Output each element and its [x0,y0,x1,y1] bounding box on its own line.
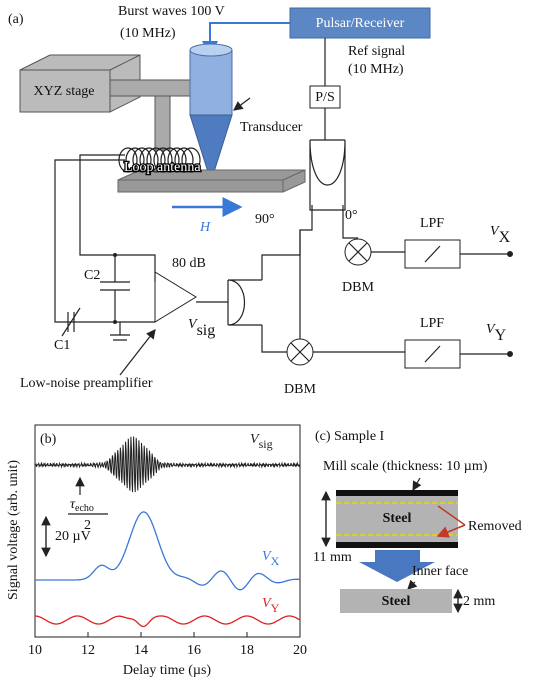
plot-frame [34,424,301,638]
gain-label: 80 dB [172,256,206,271]
trace-label: VX [262,549,280,568]
splitter [196,230,301,353]
vy-label: VY [486,322,507,343]
v: V [486,322,496,337]
coil-turn [167,147,187,173]
x-tick-label: 12 [81,643,95,658]
coil-turn [153,147,173,173]
coil-turn [139,147,159,173]
ps-label: P/S [315,90,334,105]
trace-label: VY [262,596,280,615]
steel-label: Steel [382,594,411,609]
subscript: sig [197,322,216,339]
v: V [250,432,260,447]
phase-0: 0° [345,208,358,223]
x-tick-label: 14 [134,643,148,658]
x-tick-label: 20 [293,643,307,658]
v: V [262,596,272,611]
subscript: Y [495,327,507,344]
v: V [490,224,500,239]
coil-turn [125,147,145,173]
ref-label: Ref signal [348,44,405,59]
pulser-label: Pulsar/Receiver [316,16,405,31]
subscript: sig [259,437,273,451]
xyz-stage [19,54,141,113]
stage-arm [109,79,196,151]
vsig-label: Vsig [188,317,215,338]
coil-turn [174,147,194,173]
thickness-label: 11 mm [313,550,352,565]
vx-label: VX [490,224,511,245]
c2-label: C2 [84,268,100,283]
y-axis-label: Signal voltage (arb. unit) [6,460,21,600]
x-tick-label: 16 [187,643,201,658]
tau: τ [70,497,76,512]
trace-label: Vsig [250,432,273,451]
coil-turn [132,147,152,173]
v: V [262,549,272,564]
c1-label: C1 [54,338,70,353]
burst-freq: (10 MHz) [120,26,176,41]
subscript: X [499,229,511,246]
stage-label: XYZ stage [33,84,94,99]
dbm-x: DBM [342,280,374,295]
subscript: echo [75,503,94,514]
x-axis-label: Delay time (µs) [123,663,211,678]
circuit-wires [54,154,156,341]
thin-steel [340,589,452,613]
panel-a: (a) Burst waves 100 V (10 MHz) Pulsar/Re… [8,4,513,397]
ps-box [309,85,341,109]
thin-label: 2 mm [463,594,495,609]
inner-face-label: Inner face [412,564,468,579]
subscript: Y [271,601,280,615]
process-arrow [359,550,435,582]
transducer-label: Transducer [240,120,303,135]
x-tick-label: 18 [240,643,254,658]
ref-freq: (10 MHz) [348,62,404,77]
panel-c: (c) Sample I Mill scale (thickness: 10 µ… [313,429,522,614]
lpf-y-label: LPF [420,316,444,331]
transducer-body [189,49,233,116]
coil-turn [146,147,166,173]
trace [35,615,301,628]
lpf-x-label: LPF [420,216,444,231]
mill-scale-label: Mill scale (thickness: 10 µm) [323,459,488,474]
panel-b: (b) Delay time (µs) Signal voltage (arb.… [6,424,307,678]
pulser-box [289,7,431,39]
removed-label: Removed [468,519,522,534]
hybrid-splitter [309,139,346,211]
scale-bar-label: 20 µV [55,529,91,544]
field-label: H [199,220,211,235]
echo-label: τecho [70,497,94,514]
x-tick-label: 10 [28,643,42,658]
preamp [154,271,197,323]
phase-90: 90° [255,212,275,227]
trace [34,436,301,493]
trace [35,511,300,591]
coil-turn [181,147,201,173]
subscript: X [271,554,280,568]
preamp-label: Low-noise preamplifier [20,376,153,391]
v: V [188,317,198,332]
panel-label: (b) [40,432,57,447]
antenna-label: Loop antenna [124,160,201,175]
sample-plate [117,169,306,193]
panel-label: (c) Sample I [315,429,385,444]
echo-denominator: 2 [84,518,91,533]
burst-label: Burst waves 100 V [118,4,225,19]
steel-label: Steel [383,511,412,526]
dbm-y: DBM [284,382,316,397]
panel-label: (a) [8,12,24,27]
coil-turn [160,147,180,173]
